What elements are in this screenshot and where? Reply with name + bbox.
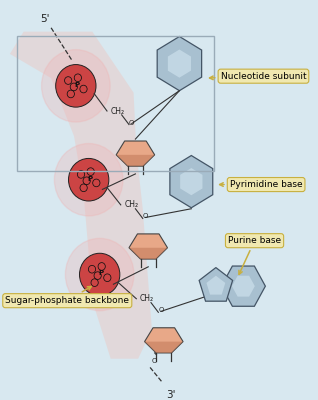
Circle shape bbox=[54, 144, 123, 216]
Text: O: O bbox=[129, 120, 135, 126]
Polygon shape bbox=[206, 276, 225, 295]
Polygon shape bbox=[145, 328, 183, 353]
Polygon shape bbox=[199, 268, 232, 301]
Text: CH₂: CH₂ bbox=[111, 106, 125, 116]
Polygon shape bbox=[116, 155, 155, 166]
Circle shape bbox=[42, 50, 110, 122]
Text: CH₂: CH₂ bbox=[124, 200, 139, 209]
Polygon shape bbox=[157, 36, 202, 91]
Text: Purine base: Purine base bbox=[228, 236, 281, 274]
Text: Nucleotide subunit: Nucleotide subunit bbox=[210, 72, 306, 81]
Polygon shape bbox=[129, 234, 168, 259]
Circle shape bbox=[66, 238, 134, 311]
Polygon shape bbox=[232, 276, 255, 297]
Text: 3': 3' bbox=[166, 390, 175, 400]
Text: O: O bbox=[152, 358, 157, 364]
Polygon shape bbox=[145, 342, 183, 353]
Polygon shape bbox=[221, 266, 265, 306]
Text: Pyrimidine base: Pyrimidine base bbox=[220, 180, 302, 189]
Text: Sugar-phosphate backbone: Sugar-phosphate backbone bbox=[5, 286, 129, 305]
Polygon shape bbox=[10, 32, 152, 359]
Text: P: P bbox=[87, 176, 92, 182]
Text: O: O bbox=[143, 214, 148, 220]
Text: 5': 5' bbox=[40, 14, 49, 24]
Text: P: P bbox=[74, 82, 80, 88]
Text: P: P bbox=[98, 270, 103, 276]
Text: CH₂: CH₂ bbox=[140, 294, 154, 303]
Circle shape bbox=[80, 253, 120, 296]
Circle shape bbox=[56, 64, 96, 107]
Polygon shape bbox=[180, 168, 203, 195]
Polygon shape bbox=[168, 50, 191, 78]
Polygon shape bbox=[170, 156, 213, 208]
Polygon shape bbox=[129, 248, 168, 259]
Circle shape bbox=[68, 158, 109, 201]
Text: O: O bbox=[158, 307, 164, 313]
Polygon shape bbox=[116, 141, 155, 166]
